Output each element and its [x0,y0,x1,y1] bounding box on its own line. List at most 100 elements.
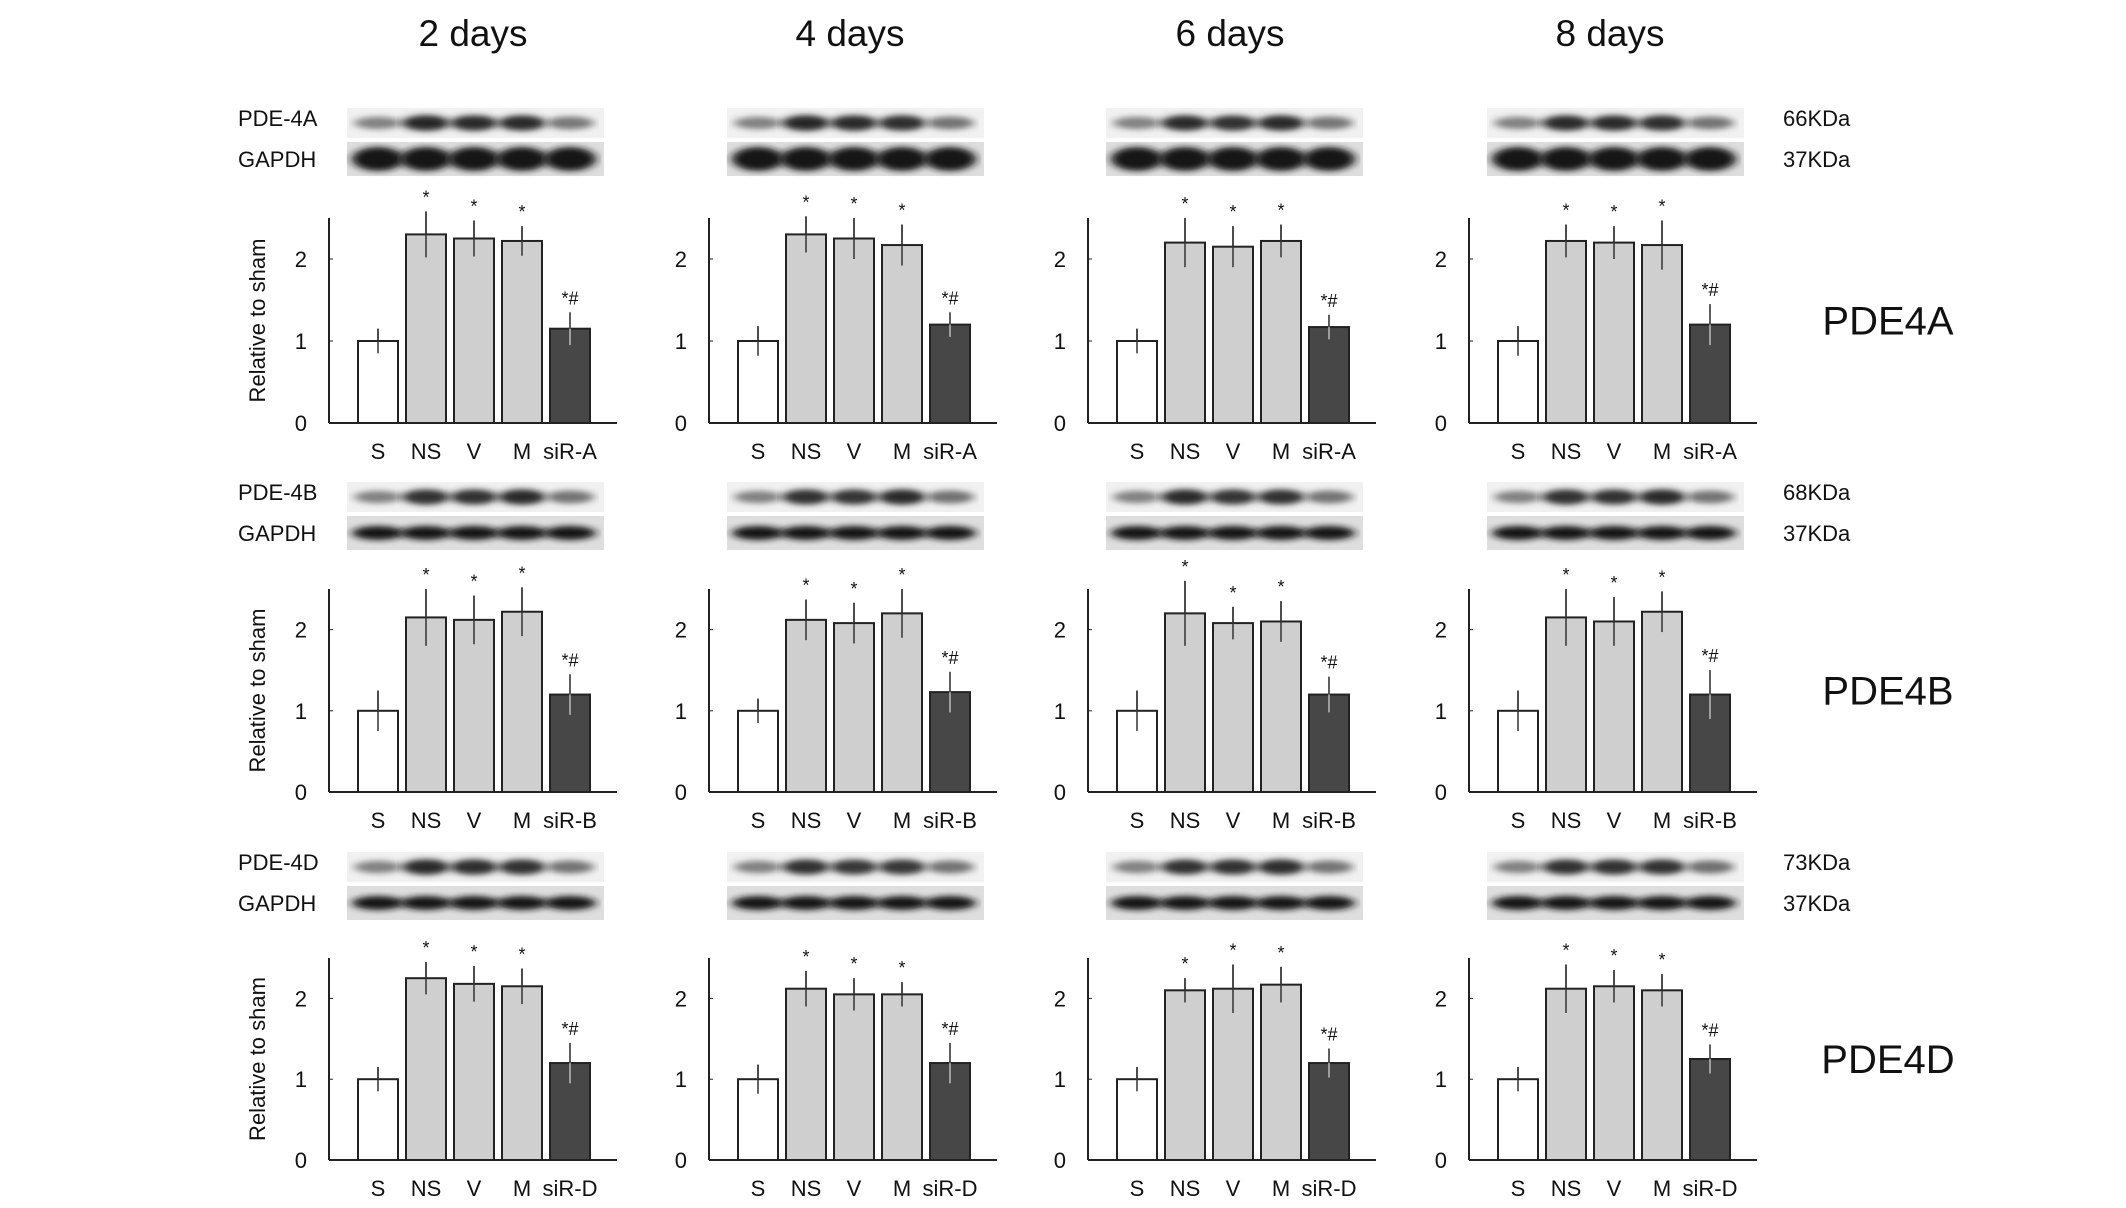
significance-marker: * [422,187,429,207]
x-tick-label: V [1226,808,1241,833]
bar [929,323,971,425]
bar [785,987,827,1161]
significance-marker: * [1562,565,1569,585]
significance-marker: * [422,938,429,958]
blot-band-target [1113,860,1161,874]
x-tick-label: M [1653,808,1671,833]
bar-chart-pde4d-6-days: 0 1 2 S * NS * V * M *# siR-D [1054,852,1376,1201]
x-tick-label: S [1130,1176,1145,1201]
bar-chart-pde4d-2-days: 0 1 2 Relative to sham S * NS * V * M *# siR-D [245,852,617,1201]
x-tick-label: NS [1551,1176,1582,1201]
y-tick-label: 1 [1435,329,1447,354]
blot-band-target [782,859,830,875]
bar [1260,983,1302,1161]
blot-band-gapdh [544,896,596,910]
y-tick-label: 0 [1435,411,1447,436]
y-tick-label: 2 [1054,986,1066,1011]
bar [881,993,923,1161]
blot-band-target [926,490,974,504]
significance-marker: * [850,194,857,214]
significance-marker: * [898,958,905,978]
x-tick-label: S [1511,1176,1526,1201]
chart-row-pde4d: PDE4D 73KDa 37KDa PDE-4D GAPDH 0 1 2 Relative to… [238,850,1955,1201]
bar [453,237,495,424]
blot-band-gapdh [780,147,832,171]
blot-band-gapdh [400,147,452,171]
bar [1164,241,1206,424]
x-tick-label: M [513,808,531,833]
x-tick-label: S [1511,439,1526,464]
blot-band-target [450,859,498,875]
blot-band-gapdh [828,526,880,540]
blot-band-target [1257,115,1305,131]
blot-band-target [1113,116,1161,130]
y-tick-label: 1 [675,1067,687,1092]
chart-row-pde4b: PDE4B 68KDa 37KDa PDE-4B GAPDH 0 1 2 Relative to… [238,480,1954,833]
column-title: 4 days [795,13,904,54]
x-tick-label: NS [791,1176,822,1201]
blot-band-target [1161,489,1209,505]
y-tick-label: 1 [1435,1067,1447,1092]
blot-band-target [1590,859,1638,875]
blot-target-label: PDE-4D [238,850,319,875]
bar [881,244,923,424]
significance-marker: * [850,954,857,974]
bar [1260,239,1302,424]
bar [1545,239,1587,424]
loading-control-label: GAPDH [238,147,316,172]
significance-marker: * [1610,202,1617,222]
bar [1116,1078,1158,1161]
blot-band-target [402,859,450,875]
blot-band-target [1257,489,1305,505]
blot-band-target [1161,115,1209,131]
bar-chart-pde4b-8-days: 0 1 2 S * NS * V * M *# siR-B [1435,482,1757,833]
significance-marker: * [518,945,525,965]
blot-band-gapdh [1684,147,1736,171]
x-tick-label: V [1226,1176,1241,1201]
blot-band-gapdh [1255,896,1307,910]
blot-band-target [450,489,498,505]
blot-band-gapdh [732,896,784,910]
x-tick-label: S [371,1176,386,1201]
blot-band-gapdh [1684,896,1736,910]
blot-band-target [926,116,974,130]
bar [1497,1078,1539,1161]
blot-band-gapdh [1207,896,1259,910]
blot-band-target [1257,859,1305,875]
column-titles: 2 days 4 days 6 days 8 days [418,13,1664,54]
blot-band-gapdh [448,147,500,171]
x-tick-label: S [751,1176,766,1201]
significance-marker: * [850,579,857,599]
x-tick-label: siR-D [923,1176,978,1201]
y-tick-label: 1 [1054,699,1066,724]
y-tick-label: 0 [1054,1148,1066,1173]
x-tick-label: NS [791,808,822,833]
significance-marker: * [1181,557,1188,577]
x-tick-label: V [847,439,862,464]
blot-band-gapdh [1159,147,1211,171]
x-tick-label: M [513,439,531,464]
blot-band-gapdh [1540,896,1592,910]
bar [833,993,875,1161]
bar [1641,244,1683,424]
blot-band-target [546,860,594,874]
y-tick-label: 2 [1435,247,1447,272]
blot-band-target [1542,115,1590,131]
blot-band-gapdh [1303,896,1355,910]
blot-band-target [1494,490,1542,504]
blot-band-target [1590,115,1638,131]
bar [833,237,875,424]
x-tick-label: M [1272,1176,1290,1201]
blot-band-target [402,115,450,131]
x-tick-label: NS [1170,439,1201,464]
y-tick-label: 2 [675,247,687,272]
x-tick-label: V [847,808,862,833]
significance-marker: * [1181,194,1188,214]
x-tick-label: S [1130,808,1145,833]
column-title: 8 days [1555,13,1664,54]
x-tick-label: NS [411,808,442,833]
y-tick-label: 2 [295,986,307,1011]
blot-band-gapdh [448,526,500,540]
blot-band-gapdh [1303,526,1355,540]
